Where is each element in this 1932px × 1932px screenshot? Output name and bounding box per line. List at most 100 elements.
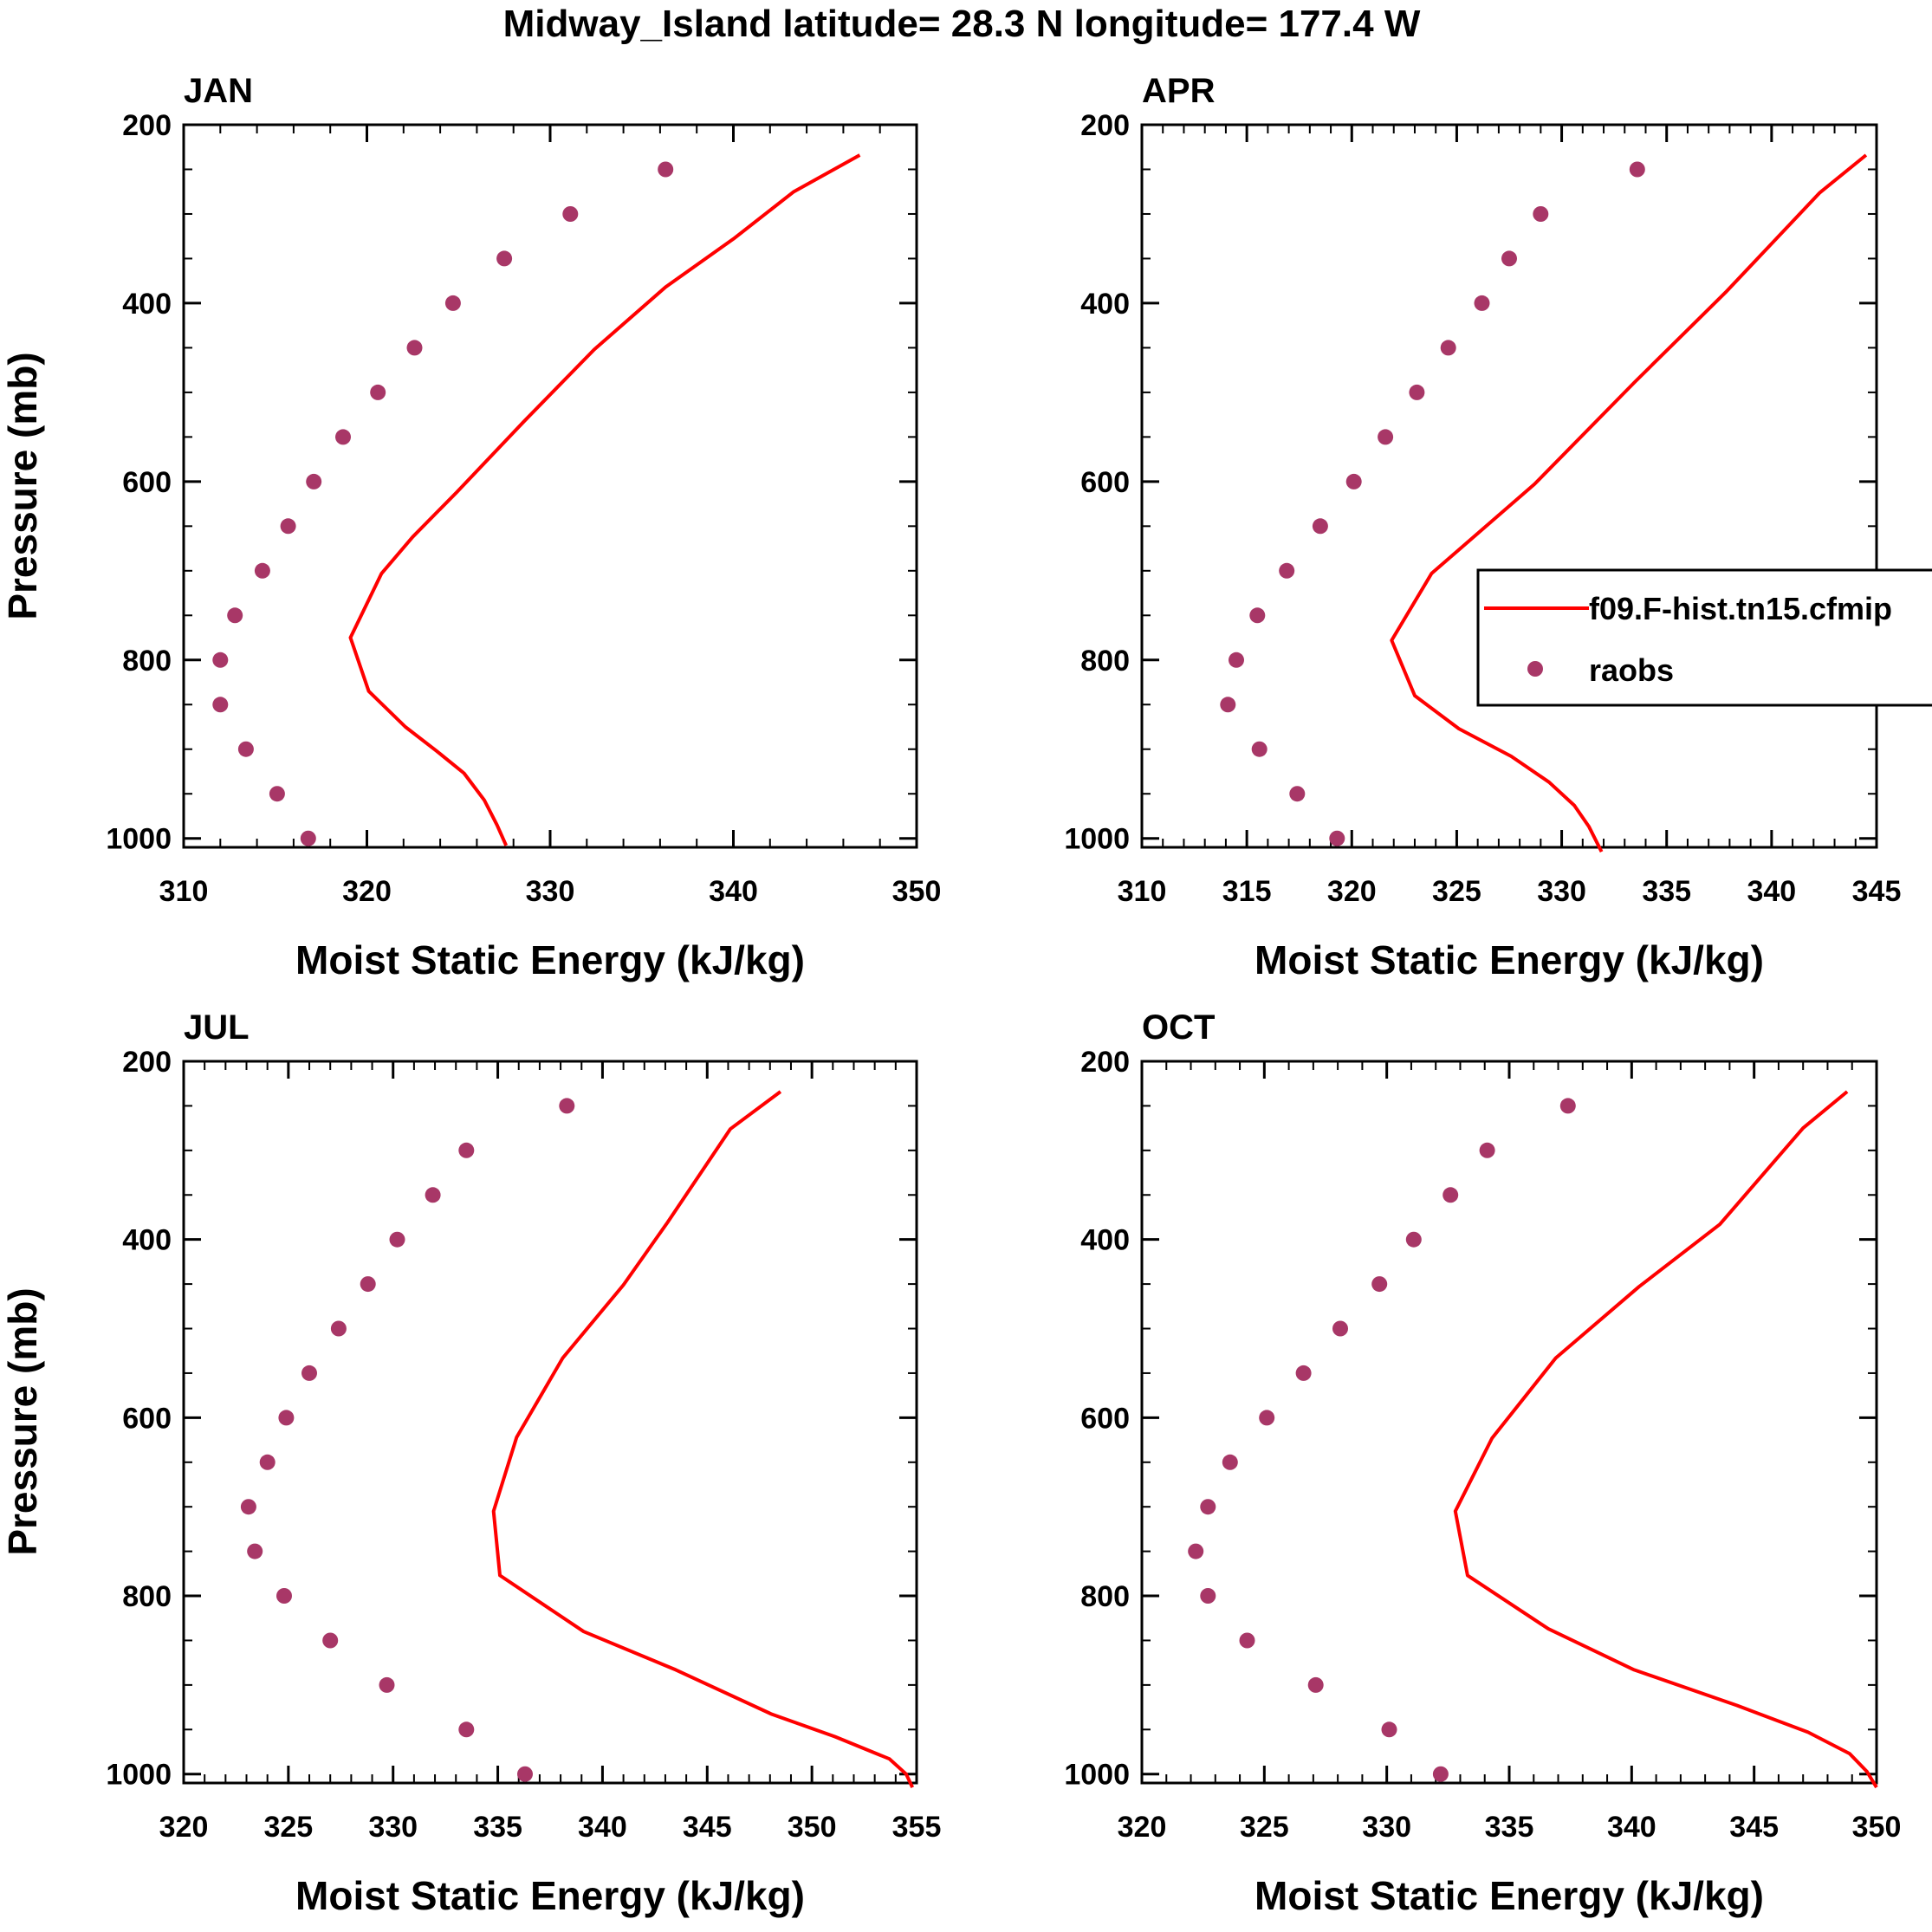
raobs-point xyxy=(425,1187,441,1203)
y-tick-label: 400 xyxy=(1080,1224,1130,1257)
raobs-point xyxy=(389,1231,405,1248)
raobs-point xyxy=(1251,741,1267,757)
raobs-point xyxy=(1249,607,1266,624)
x-tick-label: 330 xyxy=(368,1811,418,1844)
raobs-point xyxy=(1289,786,1306,802)
raobs-point xyxy=(1440,340,1456,356)
raobs-point xyxy=(300,830,316,846)
raobs-point xyxy=(306,473,322,489)
y-tick-label: 200 xyxy=(1080,1046,1130,1079)
x-tick-label: 350 xyxy=(788,1811,837,1844)
x-tick-label: 355 xyxy=(892,1811,942,1844)
raobs-point xyxy=(1239,1632,1255,1649)
panel-label-oct: OCT xyxy=(1142,1008,1215,1047)
x-tick-label: 325 xyxy=(1240,1811,1289,1844)
raobs-point xyxy=(280,518,296,535)
model-line-oct xyxy=(1453,1090,1878,1789)
raobs-point xyxy=(1405,1231,1422,1248)
main-title: Midway_Island latitude= 28.3 N longitude… xyxy=(503,3,1421,45)
x-tick-label: 320 xyxy=(1327,875,1377,908)
y-tick-label: 200 xyxy=(122,1046,172,1079)
chart-panel-oct: OCT 320 325 330 335 340 345 350 200 400 600 800 1000… xyxy=(1064,1008,1901,1918)
x-tick-label: 340 xyxy=(709,875,758,908)
model-line-jan xyxy=(348,153,861,846)
x-axis-title: Moist Static Energy (kJ/kg) xyxy=(295,937,805,982)
raobs-point xyxy=(1474,295,1490,311)
x-tick-label: 330 xyxy=(1362,1811,1411,1844)
y-tick-label: 600 xyxy=(122,466,172,499)
raobs-point xyxy=(1381,1721,1397,1738)
raobs-point xyxy=(1259,1410,1275,1426)
raobs-point xyxy=(1200,1588,1216,1604)
x-tick-label: 345 xyxy=(1852,875,1902,908)
raobs-point xyxy=(240,1499,256,1515)
raobs-point xyxy=(458,1721,475,1738)
raobs-point xyxy=(1443,1187,1459,1203)
raobs-point xyxy=(237,741,254,757)
raobs-point xyxy=(1329,830,1345,846)
legend-frame xyxy=(1476,568,1932,707)
raobs-point xyxy=(322,1632,339,1649)
x-axis-title: Moist Static Energy (kJ/kg) xyxy=(1255,937,1764,982)
raobs-point xyxy=(517,1766,533,1782)
raobs-point xyxy=(1220,697,1236,713)
chart-panel-jul: JUL 320 325 330 335 340 345 350 355 200 400 600 800 1… xyxy=(0,1008,941,1918)
raobs-point xyxy=(562,206,579,222)
raobs-point xyxy=(269,786,285,802)
raobs-point xyxy=(458,1142,475,1158)
raobs-point xyxy=(276,1588,292,1604)
plot-frame-jul xyxy=(182,1060,918,1785)
raobs-point xyxy=(444,295,461,311)
x-tick-label: 340 xyxy=(578,1811,627,1844)
raobs-point xyxy=(1229,652,1244,668)
raobs-point xyxy=(1559,1098,1576,1114)
x-tick-label: 335 xyxy=(473,1811,522,1844)
y-tick-label: 400 xyxy=(122,1224,172,1257)
y-tick-label: 400 xyxy=(1080,288,1130,321)
x-tick-label: 325 xyxy=(1432,875,1481,908)
y-tick-label: 800 xyxy=(122,1580,172,1613)
model-line-apr xyxy=(1390,153,1868,853)
raobs-point xyxy=(360,1276,376,1293)
x-tick-label: 340 xyxy=(1747,875,1796,908)
chart-panel-apr: APR 310 315 320 325 330 335 340 345 200 400 600 800 1… xyxy=(1064,72,1901,982)
raobs-point xyxy=(1295,1365,1312,1381)
y-axis-title: Pressure (mb) xyxy=(0,1287,45,1555)
panel-label-apr: APR xyxy=(1142,72,1216,110)
raobs-point xyxy=(1188,1543,1204,1559)
raobs-point xyxy=(1332,1320,1348,1337)
panel-label-jan: JAN xyxy=(184,72,253,110)
y-tick-label: 1000 xyxy=(106,1759,172,1792)
x-tick-label: 320 xyxy=(342,875,392,908)
x-axis-title: Moist Static Energy (kJ/kg) xyxy=(1255,1873,1764,1918)
y-tick-label: 1000 xyxy=(1064,1759,1130,1792)
x-tick-label: 335 xyxy=(1485,1811,1534,1844)
x-axis-title: Moist Static Energy (kJ/kg) xyxy=(295,1873,805,1918)
raobs-point xyxy=(212,697,229,713)
raobs-point xyxy=(1479,1142,1495,1158)
plot-frame-apr xyxy=(1140,123,1878,849)
y-axis-title: Pressure (mb) xyxy=(0,352,45,619)
raobs-point xyxy=(1279,562,1295,579)
x-tick-label: 310 xyxy=(1118,875,1167,908)
raobs-point xyxy=(658,161,674,178)
y-tick-label: 400 xyxy=(122,288,172,321)
model-line-jul xyxy=(491,1090,915,1788)
raobs-point xyxy=(247,1543,263,1559)
legend-model-label: f09.F-hist.tn15.cfmip xyxy=(1589,591,1892,626)
raobs-point xyxy=(406,340,423,356)
raobs-point xyxy=(1378,429,1394,445)
raobs-point xyxy=(1409,384,1425,400)
raobs-point xyxy=(1432,1766,1449,1782)
y-tick-label: 800 xyxy=(122,645,172,677)
raobs-point xyxy=(278,1410,295,1426)
x-tick-label: 340 xyxy=(1607,1811,1656,1844)
raobs-point xyxy=(301,1365,317,1381)
raobs-point xyxy=(1345,473,1362,489)
raobs-point xyxy=(1371,1276,1388,1293)
plot-frame-jan xyxy=(182,123,918,849)
panels: JAN 310 320 330 340 350 200 400 600 800 1000 Moist … xyxy=(0,72,1901,1918)
raobs-point xyxy=(1501,250,1517,267)
raobs-point xyxy=(335,429,351,445)
